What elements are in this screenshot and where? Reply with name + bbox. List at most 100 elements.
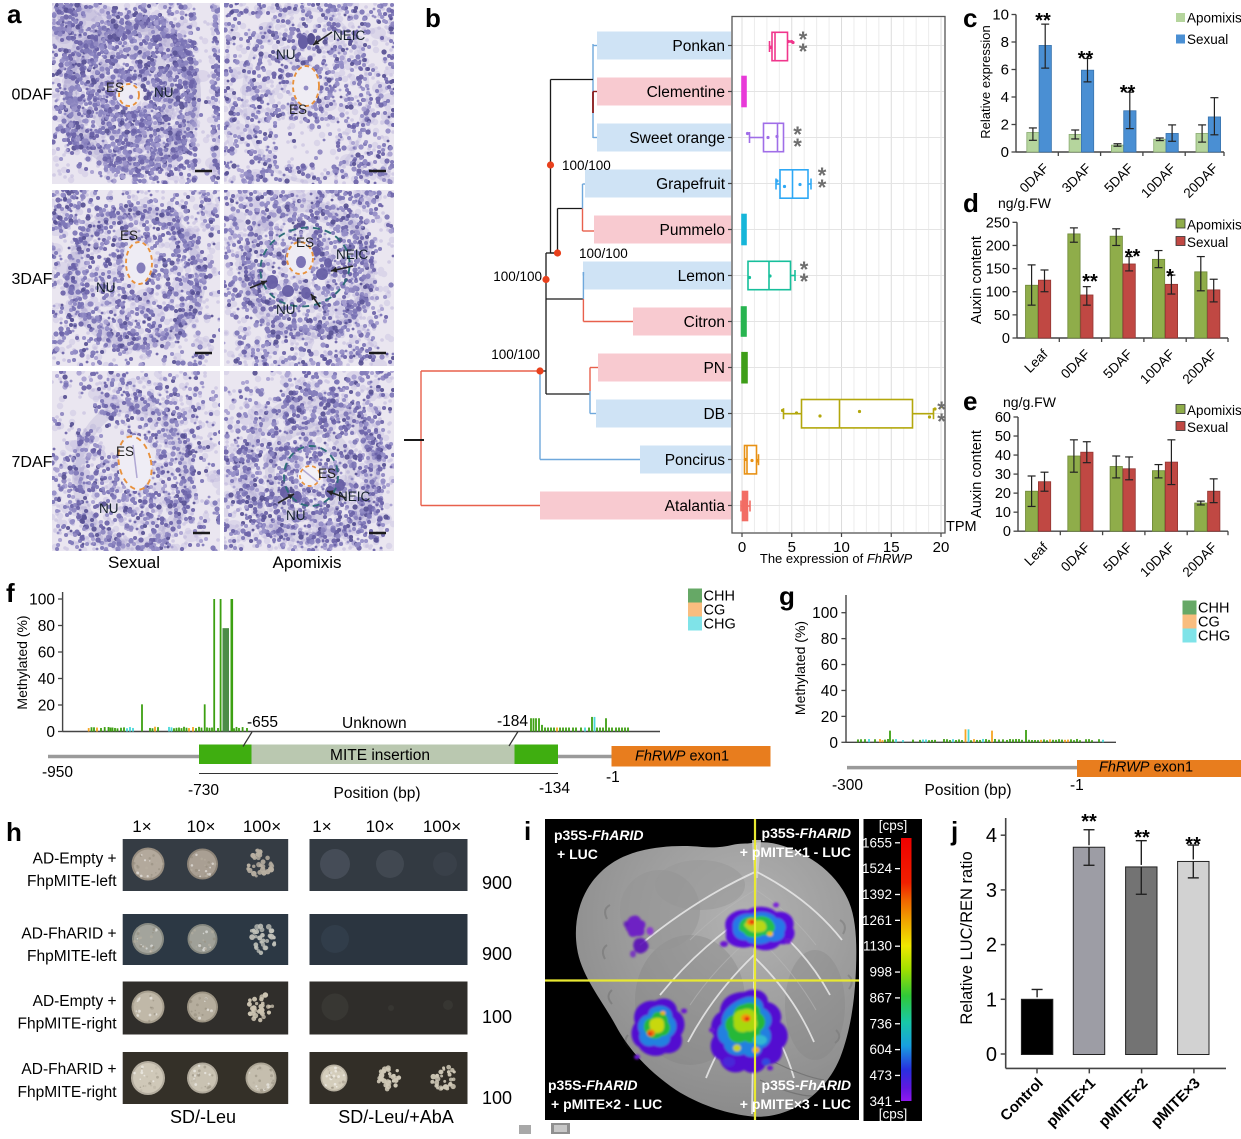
- svg-text:FhpMITE-left: FhpMITE-left: [27, 948, 117, 965]
- svg-text:100/100: 100/100: [579, 246, 628, 261]
- svg-text:FhpMITE-right: FhpMITE-right: [18, 1084, 118, 1101]
- svg-text:a: a: [7, 0, 22, 29]
- svg-text:c: c: [963, 3, 977, 33]
- svg-text:NEIC: NEIC: [338, 489, 371, 504]
- svg-text:**: **: [1185, 834, 1201, 856]
- svg-text:-730: -730: [188, 782, 219, 799]
- svg-text:[cps]: [cps]: [879, 818, 908, 833]
- svg-text:**: **: [1125, 246, 1141, 268]
- svg-text:2: 2: [986, 935, 997, 957]
- svg-text:40: 40: [821, 683, 839, 700]
- svg-text:ES: ES: [106, 80, 124, 95]
- svg-text:Apomixis: Apomixis: [1187, 11, 1241, 26]
- svg-text:-1: -1: [606, 769, 620, 786]
- svg-text:e: e: [963, 386, 977, 416]
- svg-text:50: 50: [994, 308, 1010, 324]
- svg-text:i: i: [524, 816, 531, 846]
- svg-text:100: 100: [812, 605, 838, 622]
- svg-text:AD-FhARID +: AD-FhARID +: [21, 1061, 116, 1078]
- svg-text:4: 4: [1001, 89, 1009, 106]
- svg-text:CHG: CHG: [704, 617, 736, 633]
- svg-text:Relative expression: Relative expression: [978, 25, 993, 138]
- svg-text:0: 0: [738, 539, 746, 556]
- svg-text:AD-FhARID +: AD-FhARID +: [21, 926, 116, 943]
- svg-text:*: *: [799, 27, 808, 52]
- svg-text:-134: -134: [539, 780, 570, 797]
- svg-text:Sexual: Sexual: [1187, 32, 1228, 47]
- svg-text:CG: CG: [1198, 615, 1220, 631]
- svg-text:FhRWP exon1: FhRWP exon1: [635, 749, 729, 765]
- svg-text:ES: ES: [120, 228, 138, 243]
- svg-text:p35S-FhARID: p35S-FhARID: [548, 1077, 637, 1093]
- svg-text:ES: ES: [296, 235, 314, 250]
- svg-text:Methylated (%): Methylated (%): [14, 615, 30, 709]
- svg-text:100: 100: [986, 285, 1010, 301]
- svg-text:*: *: [1166, 266, 1174, 288]
- svg-text:80: 80: [821, 631, 839, 648]
- svg-text:Poncirus: Poncirus: [665, 452, 726, 469]
- svg-text:*: *: [800, 269, 809, 294]
- svg-text:CG: CG: [704, 603, 726, 619]
- svg-text:**: **: [1134, 827, 1150, 849]
- svg-text:Auxin content: Auxin content: [969, 430, 985, 518]
- svg-text:p35S-FhARID: p35S-FhARID: [554, 827, 643, 843]
- svg-text:-950: -950: [42, 764, 73, 781]
- svg-text:1×: 1×: [132, 817, 151, 836]
- svg-text:NU: NU: [154, 85, 174, 100]
- svg-text:j: j: [950, 816, 958, 846]
- svg-text:ES: ES: [289, 102, 307, 117]
- svg-text:**: **: [1120, 82, 1136, 104]
- svg-text:200: 200: [986, 238, 1010, 254]
- svg-text:100/100: 100/100: [491, 347, 540, 362]
- svg-text:NU: NU: [276, 302, 296, 317]
- svg-text:15: 15: [883, 539, 900, 556]
- svg-text:AD-Empty +: AD-Empty +: [33, 993, 117, 1010]
- svg-text:30: 30: [995, 467, 1011, 483]
- svg-text:100×: 100×: [423, 817, 461, 836]
- svg-text:Lemon: Lemon: [678, 268, 725, 285]
- svg-text:50: 50: [995, 429, 1011, 445]
- svg-text:1261: 1261: [862, 913, 892, 928]
- svg-text:Auxin content: Auxin content: [969, 236, 985, 324]
- svg-text:*: *: [937, 397, 946, 422]
- svg-text:20: 20: [995, 486, 1011, 502]
- svg-text:0: 0: [1003, 524, 1011, 540]
- svg-text:Grapefruit: Grapefruit: [656, 176, 726, 193]
- svg-text:NU: NU: [99, 501, 119, 516]
- svg-text:100/100: 100/100: [562, 158, 611, 173]
- svg-text:Clementine: Clementine: [647, 84, 725, 101]
- svg-text:ES: ES: [318, 466, 336, 481]
- svg-text:SD/-Leu: SD/-Leu: [170, 1107, 236, 1127]
- svg-text:8: 8: [1001, 34, 1009, 51]
- svg-text:NU: NU: [276, 47, 296, 62]
- svg-text:10×: 10×: [187, 817, 216, 836]
- svg-text:100: 100: [482, 1088, 512, 1108]
- svg-text:Methylated (%): Methylated (%): [792, 621, 808, 715]
- svg-text:+ pMITE×3 - LUC: + pMITE×3 - LUC: [740, 1096, 851, 1112]
- svg-text:Apomixis: Apomixis: [273, 553, 342, 572]
- svg-text:Atalantia: Atalantia: [665, 498, 726, 515]
- svg-text:*: *: [818, 163, 827, 188]
- svg-text:473: 473: [869, 1068, 892, 1083]
- svg-text:+ pMITE×1 - LUC: + pMITE×1 - LUC: [740, 844, 851, 860]
- svg-text:[cps]: [cps]: [879, 1107, 908, 1122]
- svg-text:60: 60: [38, 645, 56, 662]
- svg-text:998: 998: [869, 965, 892, 980]
- svg-text:-655: -655: [247, 714, 278, 731]
- svg-text:Apomixis: Apomixis: [1187, 218, 1241, 233]
- svg-text:NU: NU: [286, 508, 306, 523]
- svg-text:ES: ES: [116, 444, 134, 459]
- svg-text:20: 20: [38, 698, 56, 715]
- svg-text:FhpMITE-left: FhpMITE-left: [27, 873, 117, 890]
- svg-text:1392: 1392: [862, 887, 892, 902]
- svg-text:20: 20: [821, 709, 839, 726]
- svg-text:+ LUC: + LUC: [557, 846, 598, 862]
- svg-text:ng/g.FW: ng/g.FW: [1003, 394, 1057, 410]
- svg-text:604: 604: [869, 1042, 892, 1057]
- svg-text:1655: 1655: [862, 835, 892, 850]
- svg-text:d: d: [963, 188, 979, 218]
- svg-text:Sexual: Sexual: [1187, 420, 1228, 435]
- svg-text:60: 60: [995, 410, 1011, 426]
- svg-text:100/100: 100/100: [493, 269, 542, 284]
- svg-text:FhpMITE-right: FhpMITE-right: [18, 1016, 118, 1033]
